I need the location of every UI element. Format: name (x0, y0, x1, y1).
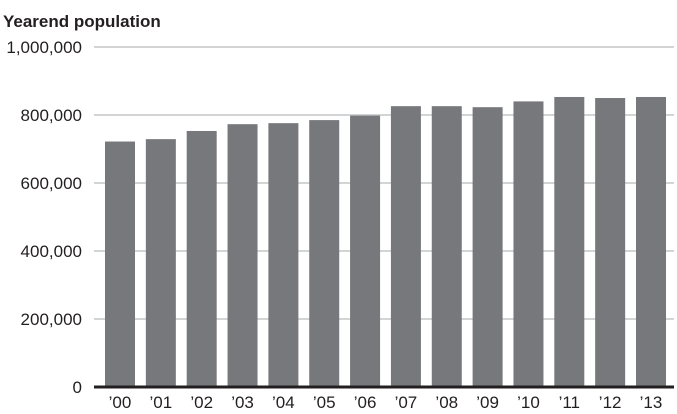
x-tick-label: ’01 (150, 393, 173, 412)
bar (145, 139, 176, 387)
x-tick-labels: ’00 ’01 ’02 ’03 ’04 ’05 ’06 ’07 ’08 ’09 ’10 ’11 ’12 ’… (109, 393, 663, 412)
x-tick-label: ’02 (190, 393, 213, 412)
bars (105, 96, 666, 388)
y-tick-label: 0 (73, 378, 82, 397)
x-tick-label: ’06 (354, 393, 377, 412)
y-tick-labels: 0 200,000 400,000 600,000 800,000 1,000,000 (6, 38, 82, 397)
bar (350, 115, 381, 388)
x-tick-label: ’13 (640, 393, 663, 412)
chart-title: Yearend population (3, 12, 161, 31)
bar (309, 120, 340, 387)
bar (390, 106, 421, 387)
bar (227, 124, 258, 388)
x-tick-label: ’00 (109, 393, 132, 412)
y-tick-label: 600,000 (21, 174, 82, 193)
bar (636, 96, 666, 387)
bar (554, 96, 585, 387)
grid-lines (94, 46, 674, 320)
bar (268, 123, 299, 387)
x-tick-label: ’03 (231, 393, 254, 412)
bar (595, 98, 626, 387)
bar (513, 101, 544, 388)
x-tick-label: ’11 (559, 393, 580, 412)
x-tick-label: ’08 (435, 393, 458, 412)
y-tick-label: 800,000 (21, 106, 82, 125)
x-tick-label: ’04 (272, 393, 295, 412)
bar (431, 106, 462, 387)
bar (472, 107, 503, 388)
x-tick-label: ’05 (313, 393, 336, 412)
x-tick-label: ’09 (476, 393, 499, 412)
y-tick-label: 400,000 (21, 242, 82, 261)
x-tick-label: ’10 (517, 393, 540, 412)
x-tick-label: ’07 (395, 393, 418, 412)
bar (186, 130, 217, 388)
y-tick-label: 200,000 (21, 310, 82, 329)
bar (105, 141, 135, 387)
y-tick-label: 1,000,000 (6, 38, 82, 57)
x-tick-label: ’12 (599, 393, 622, 412)
